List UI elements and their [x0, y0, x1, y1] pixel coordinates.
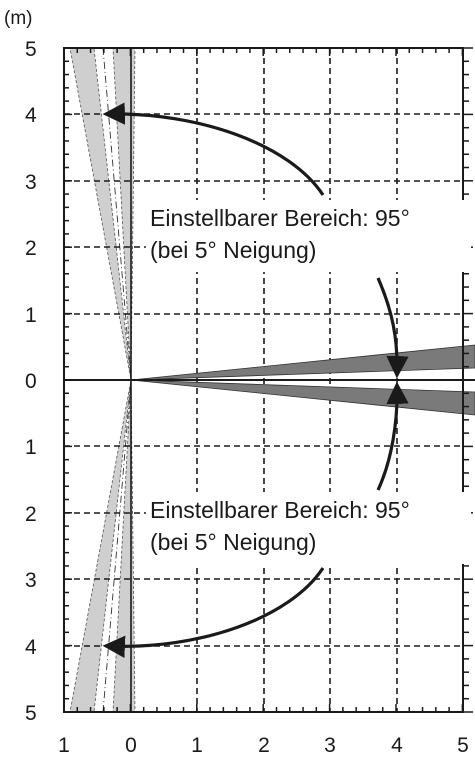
y-tick-label: 5: [25, 38, 37, 61]
lower-annotation-background: [146, 492, 471, 564]
lower-annotation-line2: (bei 5° Neigung): [150, 529, 316, 555]
x-tick-label: 5: [457, 734, 469, 757]
lower-arc-up-arrow: [376, 381, 409, 491]
x-tick-label: 1: [191, 734, 203, 757]
upper-arc-down-arrow: [376, 277, 409, 379]
upper-horizontal-beam: [130, 344, 475, 381]
y-tick-label: 4: [25, 636, 37, 659]
y-tick-label: 4: [25, 104, 37, 127]
x-tick-label: 2: [258, 734, 270, 757]
y-tick-label: 2: [25, 237, 37, 260]
y-tick-label: 1: [25, 304, 37, 327]
x-tick-label: 3: [324, 734, 336, 757]
upper-annotation-background: [146, 200, 471, 272]
y-tick-labels: 5 4 3 2 1 0 1 2 3 4 5: [25, 38, 37, 725]
upper-annotation-line1: Einstellbarer Bereich: 95°: [150, 205, 410, 231]
unit-label: (m): [4, 8, 32, 29]
x-tick-label: 0: [125, 734, 137, 757]
lower-arc-left-arrow: [102, 567, 325, 658]
y-tick-label: 0: [25, 370, 37, 393]
y-tick-label: 1: [25, 436, 37, 459]
x-tick-labels: 1 0 1 2 3 4 5: [58, 734, 469, 757]
lower-horizontal-beam: [130, 379, 475, 416]
y-tick-label: 3: [25, 171, 37, 194]
minor-ticks: [63, 47, 473, 713]
y-tick-label: 2: [25, 503, 37, 526]
upper-annotation-line2: (bei 5° Neigung): [150, 237, 316, 263]
y-tick-label: 5: [25, 702, 37, 725]
arc-arrows: [102, 102, 409, 658]
x-tick-label: 1: [58, 734, 70, 757]
y-tick-label: 3: [25, 569, 37, 592]
upper-arc-left-arrow: [102, 102, 325, 196]
lower-annotation-line1: Einstellbarer Bereich: 95°: [150, 497, 410, 523]
horizontal-beam-group: [130, 344, 475, 416]
x-tick-label: 4: [391, 734, 403, 757]
